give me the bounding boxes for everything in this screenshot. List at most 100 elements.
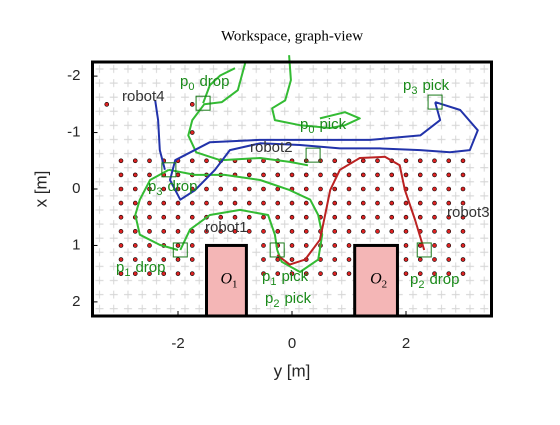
graph-node [189, 243, 195, 248]
graph-node [360, 172, 366, 178]
x-tick-label: -2 [171, 335, 184, 352]
y-tick-label: -1 [67, 124, 80, 141]
annotation: p3 drop [148, 178, 198, 198]
graph-node [375, 214, 380, 220]
graph-node [132, 229, 138, 234]
graph-node [346, 200, 352, 206]
graph-node [175, 172, 181, 178]
graph-node [189, 130, 195, 135]
annotation-index: 2 [418, 279, 424, 291]
annotation: robot1 [205, 219, 248, 236]
graph-node [289, 200, 295, 206]
graph-node [275, 271, 281, 276]
annotation-symbol: p [116, 259, 124, 276]
graph-node [303, 214, 309, 220]
graph-node [346, 158, 352, 164]
graph-node [446, 257, 452, 262]
graph-node [132, 200, 138, 206]
graph-node [446, 243, 452, 248]
graph-node [147, 158, 152, 164]
annotation-text: drop [135, 259, 165, 276]
graph-node [132, 243, 138, 248]
graph-node [389, 200, 395, 206]
graph-node [218, 229, 224, 234]
graph-node [275, 186, 281, 192]
graph-node [161, 229, 167, 234]
graph-node [332, 200, 338, 206]
graph-node [417, 158, 423, 164]
graph-node [161, 186, 167, 192]
graph-node [218, 186, 224, 192]
trajectory [271, 55, 361, 129]
graph-node [417, 172, 423, 178]
trajectory [179, 208, 279, 251]
graph-node [360, 200, 366, 206]
graph-node [332, 158, 338, 164]
graph-node [446, 214, 452, 220]
trajectory [202, 67, 236, 104]
y-axis-label: x [m] [31, 171, 50, 208]
obstacle-letter: O [370, 270, 382, 287]
graph-node [360, 186, 366, 192]
graph-node [147, 243, 152, 248]
graph-node [232, 200, 238, 206]
graph-node [346, 229, 352, 234]
trajectory [134, 168, 179, 251]
graph-node [303, 229, 309, 234]
graph-node [346, 243, 352, 248]
annotation-text: pick [422, 77, 449, 94]
trajectory [276, 155, 426, 266]
graph-node [303, 200, 309, 206]
graph-node [147, 186, 152, 192]
annotation-text: robot2 [250, 139, 293, 156]
graph-node [118, 200, 124, 206]
graph-node [389, 229, 395, 234]
graph-node [175, 257, 181, 262]
graph-node [432, 257, 437, 262]
annotation-text: pick [284, 290, 311, 307]
graph-node [375, 172, 380, 178]
graph-node [318, 186, 323, 192]
graph-node [118, 229, 124, 234]
graph-node [118, 271, 124, 276]
graph-node [446, 229, 452, 234]
graph-node [204, 158, 209, 164]
graph-node [118, 172, 124, 178]
graph-node [261, 257, 266, 262]
graph-node [261, 172, 266, 178]
graph-node [147, 200, 152, 206]
trajectory [187, 62, 309, 167]
graph-node [360, 214, 366, 220]
graph-node [460, 229, 466, 234]
graph-node [289, 172, 295, 178]
graph-node [175, 271, 181, 276]
graph-node [218, 214, 224, 220]
annotation: robot3 [447, 204, 490, 221]
graph-node [275, 257, 281, 262]
graph-node [218, 200, 224, 206]
graph-node [289, 271, 295, 276]
graph-node [432, 214, 437, 220]
graph-node [432, 271, 437, 276]
graph-node [189, 158, 195, 164]
graph-node [204, 186, 209, 192]
graph-node [403, 214, 409, 220]
graph-node [147, 229, 152, 234]
graph-node [232, 186, 238, 192]
annotation: p2 pick [265, 290, 312, 310]
graph-node [460, 243, 466, 248]
graph-node [161, 271, 167, 276]
graph-node [403, 243, 409, 248]
graph-node [403, 229, 409, 234]
trajectory [168, 168, 324, 273]
graph-node [417, 271, 423, 276]
graph-node [261, 214, 266, 220]
x-tick-label: 0 [288, 335, 296, 352]
graph-node [346, 214, 352, 220]
graph-node [118, 214, 124, 220]
graph-node [261, 243, 266, 248]
graph-node [189, 271, 195, 276]
y-tick-label: 0 [72, 180, 80, 197]
y-tick-label: -2 [67, 67, 80, 84]
annotation-text: drop [167, 178, 197, 195]
